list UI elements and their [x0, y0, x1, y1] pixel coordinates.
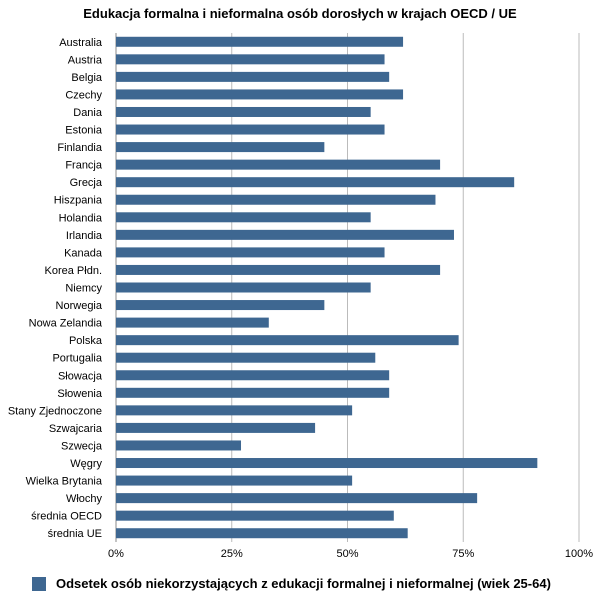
bar — [116, 71, 390, 82]
x-tick-label: 75% — [452, 548, 474, 560]
category-label: Wielka Brytania — [26, 476, 103, 488]
bar — [116, 458, 538, 469]
bar — [116, 387, 390, 398]
category-label: Austria — [68, 54, 103, 66]
bar — [116, 300, 325, 311]
x-tick-label: 100% — [565, 548, 593, 560]
x-tick-labels: 0% 25% 50% 75% 100% — [108, 548, 593, 560]
bar — [116, 247, 385, 258]
bar — [116, 36, 404, 47]
bar — [116, 282, 371, 293]
category-label: Hiszpania — [54, 195, 103, 207]
category-label: Węgry — [70, 458, 102, 470]
category-label: Słowacja — [58, 370, 103, 382]
x-tick-label: 25% — [221, 548, 243, 560]
bar — [116, 106, 371, 117]
bar — [116, 405, 353, 416]
bars — [116, 36, 538, 539]
bar — [116, 194, 436, 205]
bar — [116, 370, 390, 381]
category-label: Szwecja — [61, 440, 103, 452]
bar — [116, 422, 316, 433]
bar — [116, 493, 478, 504]
category-label: Belgia — [71, 72, 102, 84]
x-tick-label: 0% — [108, 548, 124, 560]
bar — [116, 229, 454, 240]
category-label: Niemcy — [65, 283, 102, 295]
category-label: Polska — [69, 335, 103, 347]
bar — [116, 177, 515, 188]
category-label: Irlandia — [66, 230, 103, 242]
legend: Odsetek osób niekorzystających z edukacj… — [32, 576, 551, 591]
bar — [116, 212, 371, 223]
category-label: Czechy — [65, 89, 102, 101]
bar — [116, 317, 269, 328]
category-label: Włochy — [66, 493, 103, 505]
legend-label: Odsetek osób niekorzystających z edukacj… — [56, 576, 551, 591]
bar — [116, 440, 242, 451]
category-label: Francja — [65, 160, 103, 172]
category-label: Słowenia — [57, 388, 103, 400]
category-label: Korea Płdn. — [45, 265, 102, 277]
category-label: Grecja — [70, 177, 103, 189]
x-tick-label: 50% — [336, 548, 358, 560]
bar — [116, 352, 376, 363]
bar — [116, 335, 459, 346]
category-label: Kanada — [64, 247, 103, 259]
category-label: Norwegia — [56, 300, 103, 312]
bar — [116, 510, 394, 521]
category-label: Stany Zjednoczone — [8, 405, 102, 417]
bar — [116, 528, 408, 539]
bar — [116, 142, 325, 153]
bar — [116, 124, 385, 135]
category-label: Nowa Zelandia — [29, 318, 103, 330]
bar — [116, 159, 441, 170]
category-label: Estonia — [65, 125, 103, 137]
category-label: Australia — [59, 37, 103, 49]
category-label: średnia UE — [48, 528, 102, 540]
bar — [116, 264, 441, 275]
chart-title: Edukacja formalna i nieformalna osób dor… — [83, 6, 517, 21]
bar — [116, 475, 353, 486]
category-label: Holandia — [59, 212, 103, 224]
category-label: Szwajcaria — [49, 423, 103, 435]
bar — [116, 89, 404, 100]
category-label: średnia OECD — [31, 511, 102, 523]
category-label: Finlandia — [57, 142, 103, 154]
category-label: Dania — [73, 107, 103, 119]
legend-swatch — [32, 576, 46, 591]
bar — [116, 54, 385, 65]
category-labels: Australia Austria Belgia Czechy Dania Estonia… — [8, 37, 103, 540]
category-label: Portugalia — [52, 353, 102, 365]
